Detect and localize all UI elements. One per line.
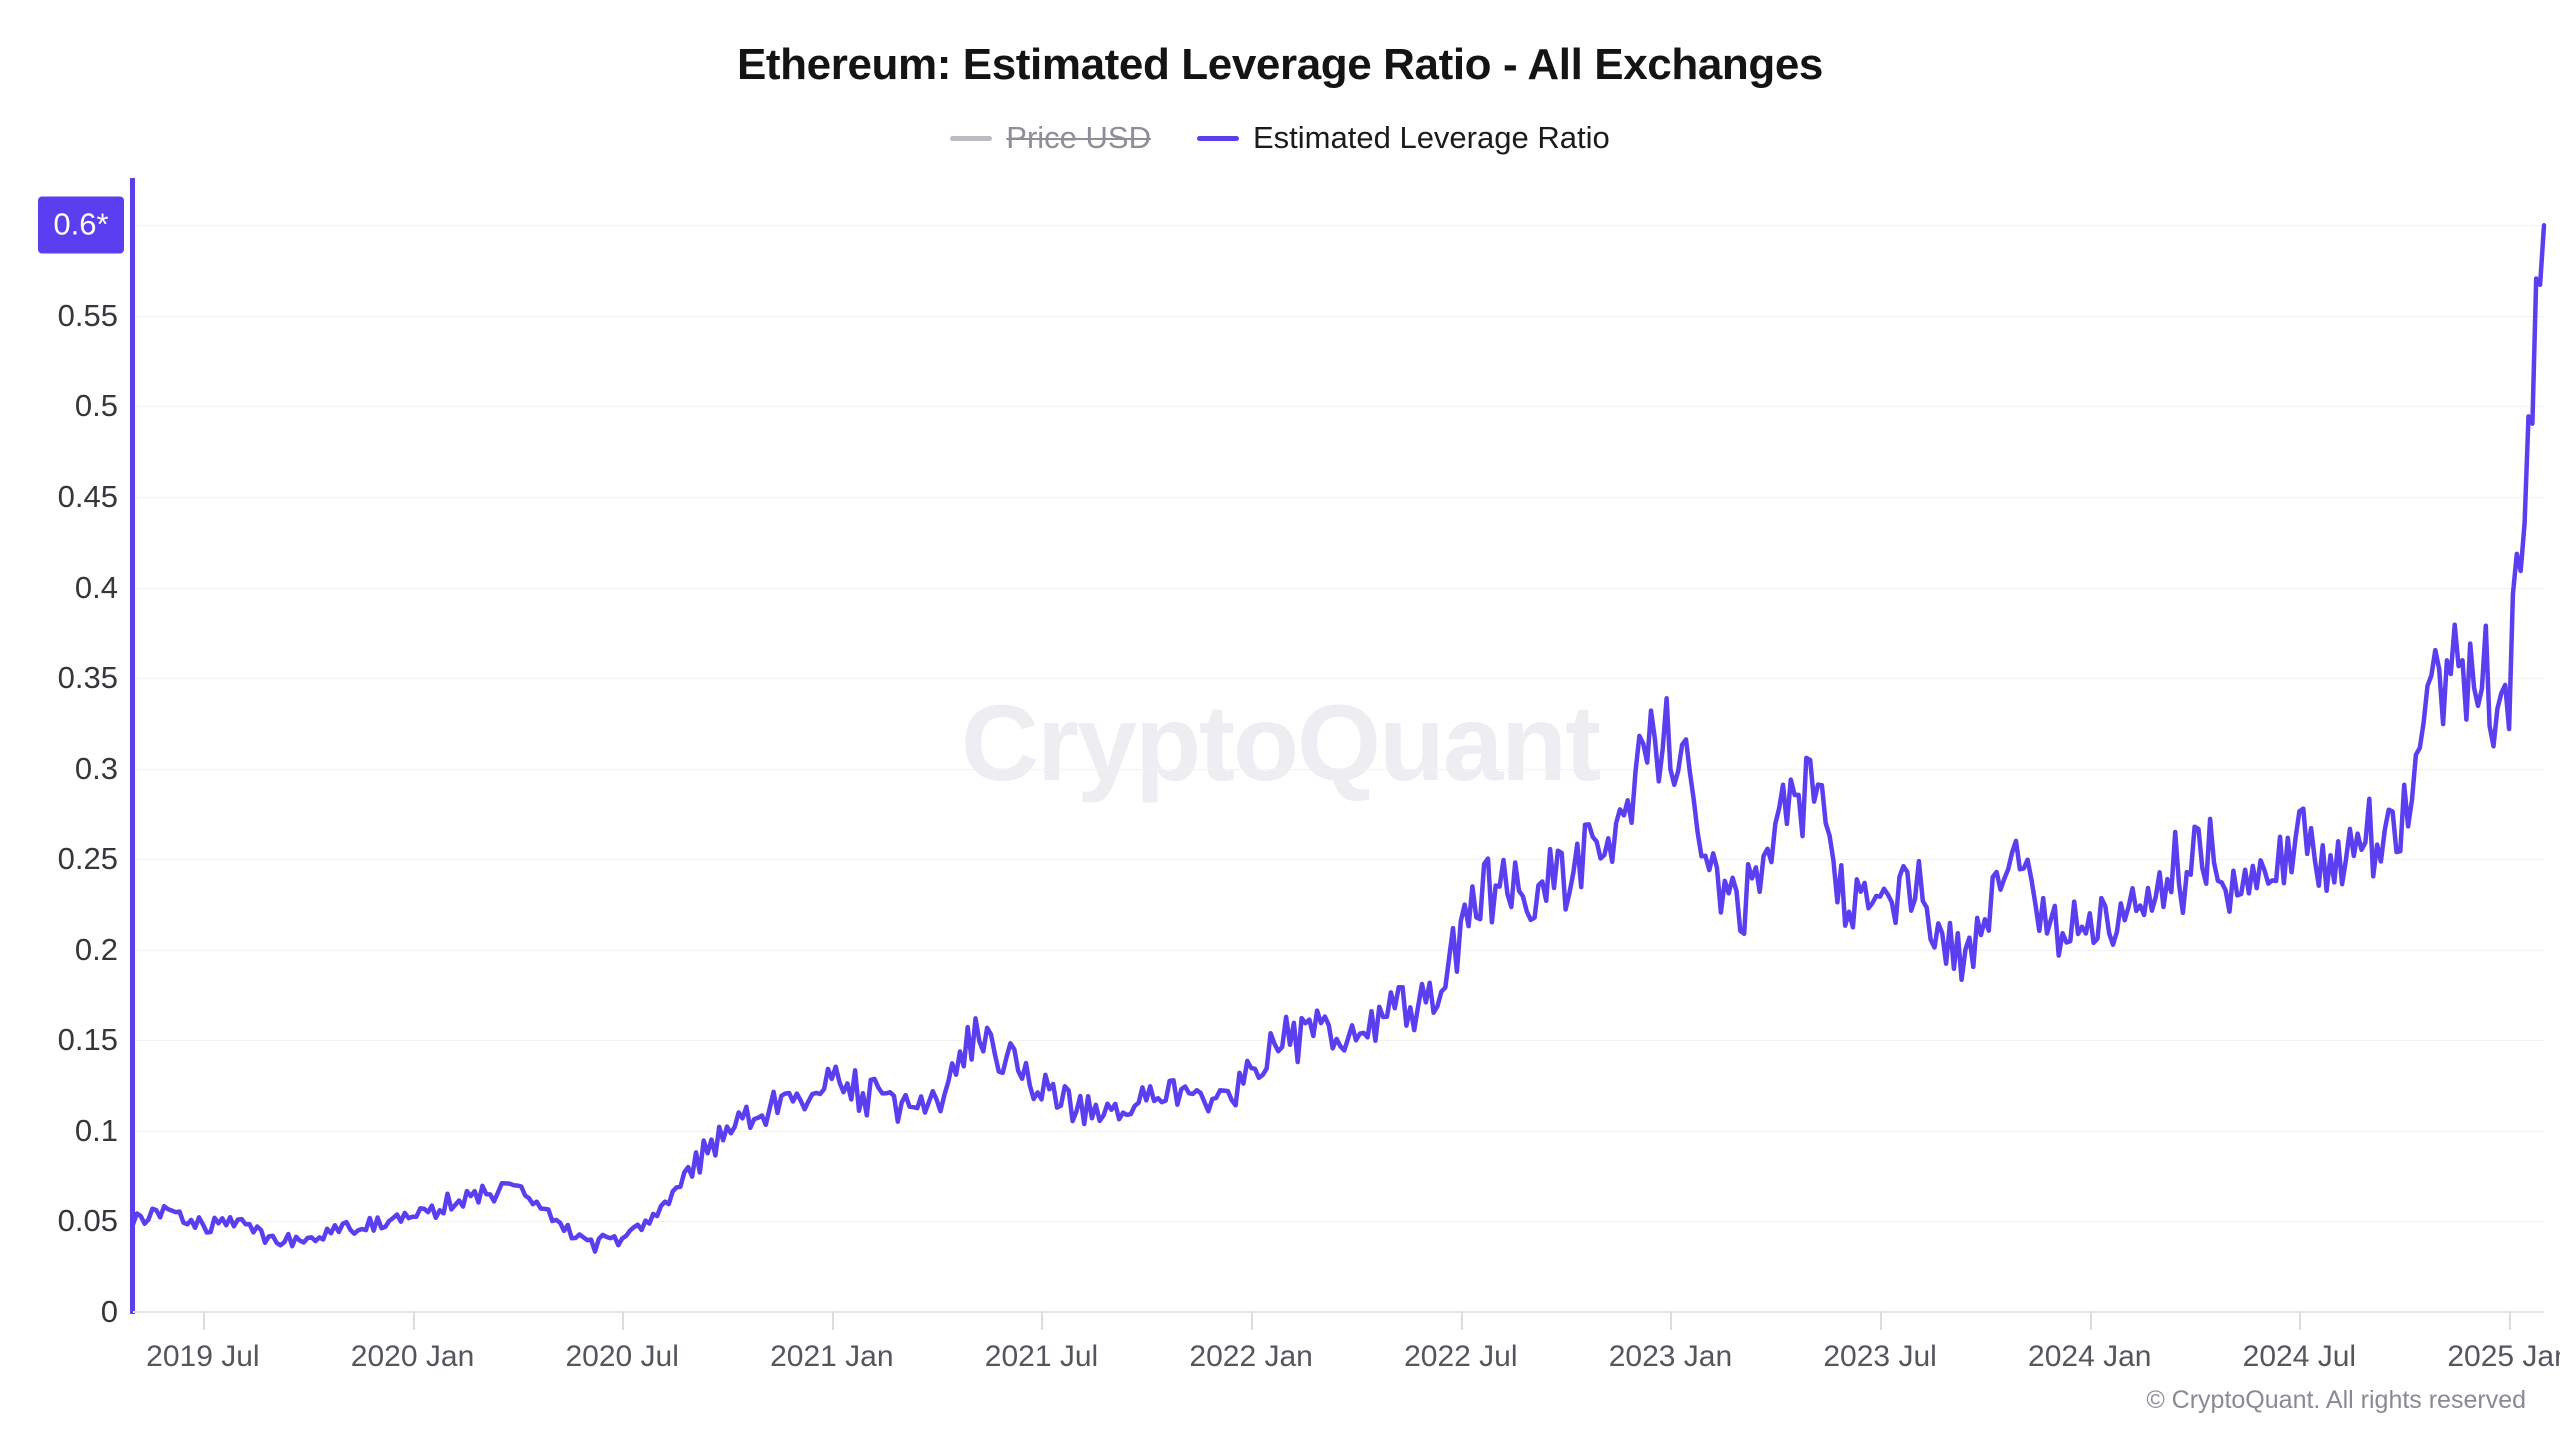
- y-axis-label: 0.05: [57, 1203, 118, 1239]
- y-axis-label: 0.2: [74, 931, 118, 967]
- legend-item-estimated-leverage-ratio[interactable]: Estimated Leverage Ratio: [1197, 120, 1610, 156]
- x-axis-tick: [1880, 1311, 1883, 1330]
- x-axis-tick: [2509, 1311, 2512, 1330]
- gridline: [133, 496, 2544, 498]
- gridline: [133, 768, 2544, 770]
- y-axis-label: 0.55: [57, 297, 118, 333]
- x-axis-tick: [1460, 1311, 1463, 1330]
- x-axis-tick: [622, 1311, 625, 1330]
- y-axis-label: 0.5: [74, 388, 118, 424]
- x-axis-tick: [831, 1311, 834, 1330]
- y-axis-label: 0: [100, 1294, 118, 1329]
- gridline: [133, 1221, 2544, 1223]
- x-axis-tick: [1670, 1311, 1673, 1330]
- x-axis-tick: [202, 1311, 205, 1330]
- x-axis-tick: [412, 1311, 415, 1330]
- x-axis-tick: [2089, 1311, 2092, 1330]
- gridline: [133, 587, 2544, 589]
- x-axis-label: 2024 Jan: [2028, 1340, 2152, 1373]
- x-axis-tick: [1041, 1311, 1044, 1330]
- x-axis-label: 2022 Jul: [1404, 1340, 1518, 1373]
- plot-area: [130, 180, 2547, 1312]
- gridline: [133, 406, 2544, 408]
- footer-copyright: © CryptoQuant. All rights reserved: [2146, 1386, 2526, 1414]
- x-axis-label: 2021 Jul: [984, 1340, 1099, 1373]
- gridline: [133, 859, 2544, 861]
- legend-swatch-price-usd: [950, 135, 993, 141]
- gridline: [133, 949, 2544, 951]
- gridline: [133, 1130, 2544, 1132]
- series-line-estimated-leverage-ratio: [130, 223, 2547, 1254]
- x-axis-label: 2023 Jul: [1823, 1340, 1937, 1373]
- x-axis-label: 2020 Jul: [565, 1340, 679, 1373]
- legend-swatch-estimated-leverage-ratio: [1197, 135, 1239, 141]
- y-axis-current-value-badge: 0.6*: [38, 196, 124, 254]
- legend-label-price-usd: Price USD: [1006, 120, 1151, 155]
- y-axis-label: 0.45: [57, 478, 118, 514]
- series-plot: [130, 223, 2547, 1254]
- x-axis-label: 2025 Jan: [2447, 1340, 2560, 1373]
- x-axis-label: 2020 Jan: [350, 1340, 475, 1373]
- chart-title: Ethereum: Estimated Leverage Ratio - All…: [736, 40, 1824, 89]
- gridline: [133, 678, 2544, 680]
- x-axis-tick: [2299, 1311, 2302, 1330]
- x-axis-line: [133, 1311, 2544, 1313]
- legend-item-price-usd[interactable]: Price USD: [950, 120, 1151, 156]
- x-axis-tick: [1251, 1311, 1254, 1330]
- gridline: [133, 225, 2544, 227]
- x-axis-label: 2021 Jan: [770, 1340, 894, 1373]
- x-axis-label: 2024 Jul: [2242, 1340, 2357, 1373]
- y-axis-label: 0.4: [74, 569, 118, 605]
- x-axis-label: 2019 Jul: [146, 1340, 260, 1373]
- gridline: [133, 315, 2544, 317]
- y-axis-label: 0.25: [57, 841, 118, 877]
- y-axis-label: 0.1: [74, 1112, 118, 1148]
- y-axis-label: 0.15: [57, 1022, 118, 1058]
- x-axis-label: 2022 Jan: [1189, 1340, 1313, 1373]
- x-axis-label: 2023 Jan: [1608, 1340, 1733, 1373]
- chart-legend: Price USD Estimated Leverage Ratio: [0, 120, 2560, 156]
- watermark-cryptoquant: CryptoQuant: [961, 682, 1601, 803]
- y-axis-line: [130, 178, 135, 1314]
- legend-label-estimated-leverage-ratio: Estimated Leverage Ratio: [1253, 120, 1610, 155]
